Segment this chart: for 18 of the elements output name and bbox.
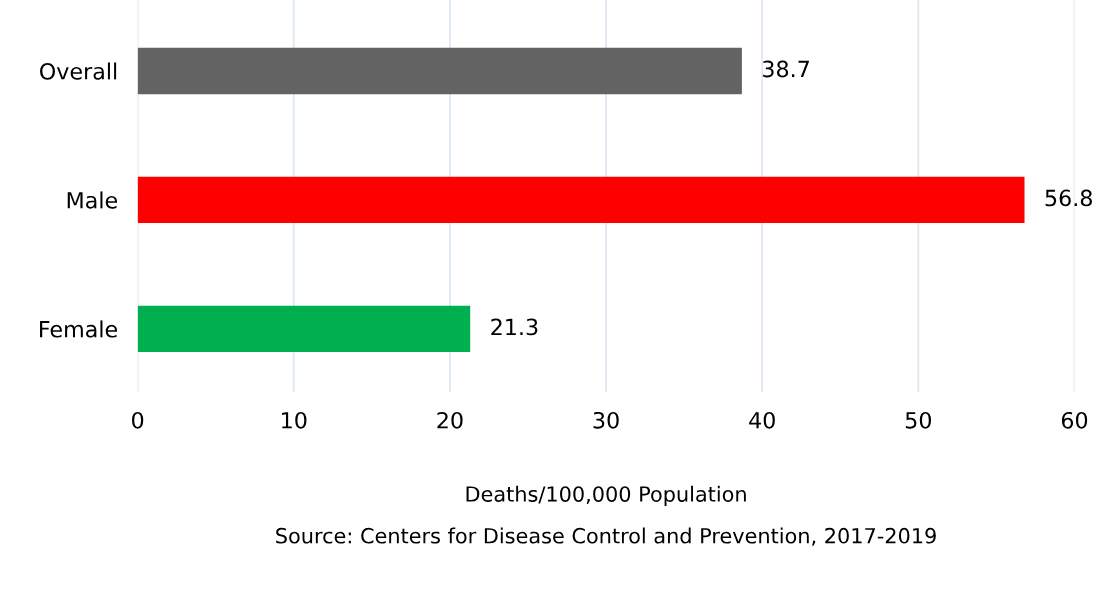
x-tick-label: 60 xyxy=(1061,411,1088,429)
x-tick-label: 40 xyxy=(749,411,775,429)
x-tick-label: 0 xyxy=(132,411,144,429)
bar xyxy=(137,176,1025,224)
y-tick-label: Male xyxy=(67,191,118,209)
x-tick-label: 30 xyxy=(593,411,619,429)
bar xyxy=(137,305,471,353)
source-note: Source: Centers for Disease Control and Prevention, 2017-2019 xyxy=(276,527,936,546)
data-label: 56.8 xyxy=(1045,189,1092,207)
x-tick-label: 10 xyxy=(282,411,307,429)
x-tick-label: 50 xyxy=(905,411,931,429)
x-axis-title: Deaths/100,000 Population xyxy=(466,485,746,506)
y-tick-label: Female xyxy=(40,320,118,338)
x-tick-label: 20 xyxy=(437,411,463,429)
data-label: 21.3 xyxy=(491,318,538,336)
data-label: 38.7 xyxy=(763,60,809,78)
y-tick-label: Overall xyxy=(40,62,117,80)
bar xyxy=(137,47,742,95)
